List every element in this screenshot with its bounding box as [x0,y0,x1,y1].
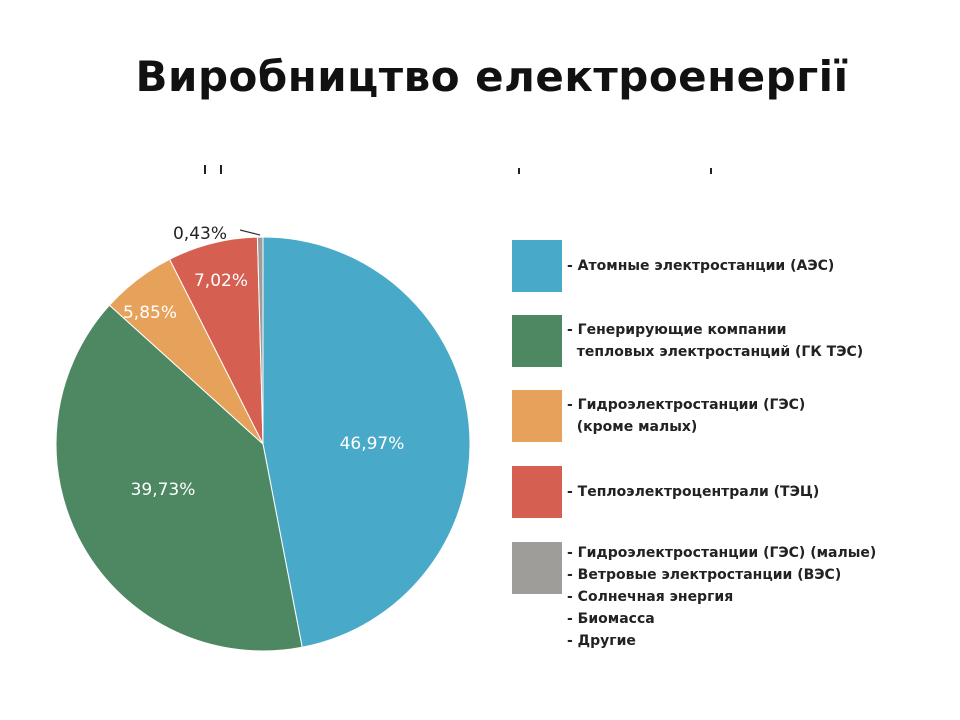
cropped-subtitle-remnants [200,165,730,177]
leader-line [239,229,261,236]
legend-label: - Теплоэлектроцентрали (ТЭЦ) [567,484,820,500]
legend-label: - Гидроэлектростанции (ГЭС) (кроме малых… [567,397,806,435]
slice-value-label: 5,85% [123,303,177,323]
page-title: Виробництво електроенергії [135,52,849,101]
slice-value-label: 46,97% [340,434,405,454]
text-remnant-mark [204,165,206,174]
text-remnant-mark [710,168,712,174]
slice-value-label: 39,73% [131,480,196,500]
text-remnant-mark [220,165,222,174]
slice-value-label: 7,02% [194,271,248,291]
legend-label: - Генерирующие компании тепловых электро… [567,322,864,360]
legend-swatch [512,390,562,442]
pie-slice-1 [262,236,471,648]
pie-slice-5 [256,236,264,445]
text-remnant-mark [518,168,520,174]
slice-value-label: 0,43% [173,224,227,244]
legend-swatch [512,315,562,367]
legend-label: - Гидроэлектростанции (ГЭС) (малые) - Ве… [567,545,877,649]
pie-slice-2 [55,304,303,652]
legend-swatch [512,240,562,292]
legend-swatch [512,542,562,594]
legend-swatch [512,466,562,518]
legend-label: - Атомные электростанции (АЭС) [567,258,835,274]
